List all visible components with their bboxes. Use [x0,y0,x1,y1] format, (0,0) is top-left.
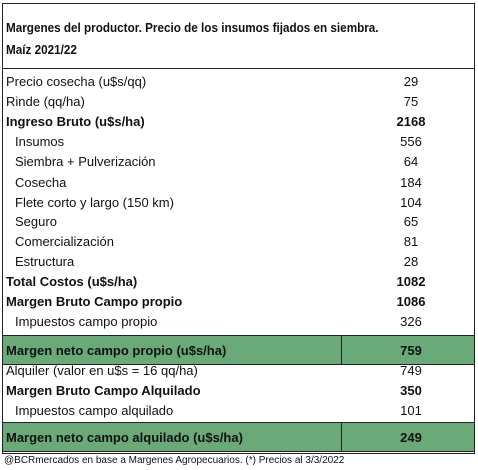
value-cell: 556 [400,134,422,149]
value-cell: 749 [400,363,422,378]
value-cell: 64 [403,154,419,169]
label-cell: Flete corto y largo (150 km) [15,195,174,210]
value-cell: 249 [400,430,422,445]
value-cell: 2168 [396,114,426,129]
value-cell: 350 [400,383,422,398]
value-cell: 184 [400,175,422,190]
label-cell: Estructura [15,254,75,269]
value-cell: 104 [400,195,422,210]
label-cell: Cosecha [15,175,67,190]
table-row: Margen neto campo alquilado (u$s/ha) 249 [3,422,474,452]
value-cell: 29 [403,74,419,89]
value-cell: 65 [403,214,419,229]
label-cell: Total Costos (u$s/ha) [6,274,138,289]
table-row: Insumos 556 [3,131,474,151]
subtitle: Maíz 2021/22 [6,42,77,57]
table-row: Seguro 65 [3,211,474,231]
label-cell: Rinde (qq/ha) [6,94,85,109]
label-cell: Margen neto campo alquilado (u$s/ha) [6,430,243,445]
value-cell: 75 [403,94,419,109]
label-cell: Precio cosecha (u$s/qq) [6,74,147,89]
label-cell: Insumos [15,134,65,149]
footer: @BCRmercados en base a Margenes Agropecu… [4,455,345,466]
table-row: Comercialización 81 [3,231,474,251]
table-row: Total Costos (u$s/ha) 1082 [3,271,474,291]
value-cell: 326 [400,314,422,329]
table-row: Margen neto campo propio (u$s/ha) 759 [3,335,474,365]
value-cell: 1086 [396,294,426,309]
table-row: Rinde (qq/ha) 75 [3,91,474,111]
rule [3,68,474,69]
label-cell: Margen Bruto Campo Alquilado [6,383,201,398]
table-row: Flete corto y largo (150 km) 104 [3,192,474,212]
value-cell: 81 [403,234,419,249]
table-row: Alquiler (valor en u$s = 16 qq/ha) 749 [3,360,474,380]
frame [2,3,475,454]
value-cell: 759 [400,343,422,358]
table-row: Impuestos campo propio 326 [3,311,474,331]
label-cell: Alquiler (valor en u$s = 16 qq/ha) [6,363,198,378]
value-cell: 101 [400,403,422,418]
table-row: Ingreso Bruto (u$s/ha) 2168 [3,111,474,131]
label-cell: Impuestos campo alquilado [15,403,174,418]
label-cell: Seguro [15,214,57,229]
table-row: Estructura 28 [3,251,474,271]
table-row: Margen Bruto Campo Alquilado 350 [3,380,474,400]
value-cell: 28 [403,254,419,269]
label-cell: Impuestos campo propio [15,314,158,329]
title: Margenes del productor. Precio de los in… [6,20,379,35]
label-cell: Margen neto campo propio (u$s/ha) [6,343,227,358]
label-cell: Margen Bruto Campo propio [6,294,183,309]
table-row: Impuestos campo alquilado 101 [3,400,474,420]
label-cell: Ingreso Bruto (u$s/ha) [6,114,145,129]
table-row: Cosecha 184 [3,172,474,192]
label-cell: Siembra + Pulverización [15,154,156,169]
label-cell: Comercialización [15,234,114,249]
table-row: Siembra + Pulverización 64 [3,151,474,171]
table-row: Margen Bruto Campo propio 1086 [3,291,474,311]
table-row: Precio cosecha (u$s/qq) 29 [3,71,474,91]
value-cell: 1082 [396,274,426,289]
